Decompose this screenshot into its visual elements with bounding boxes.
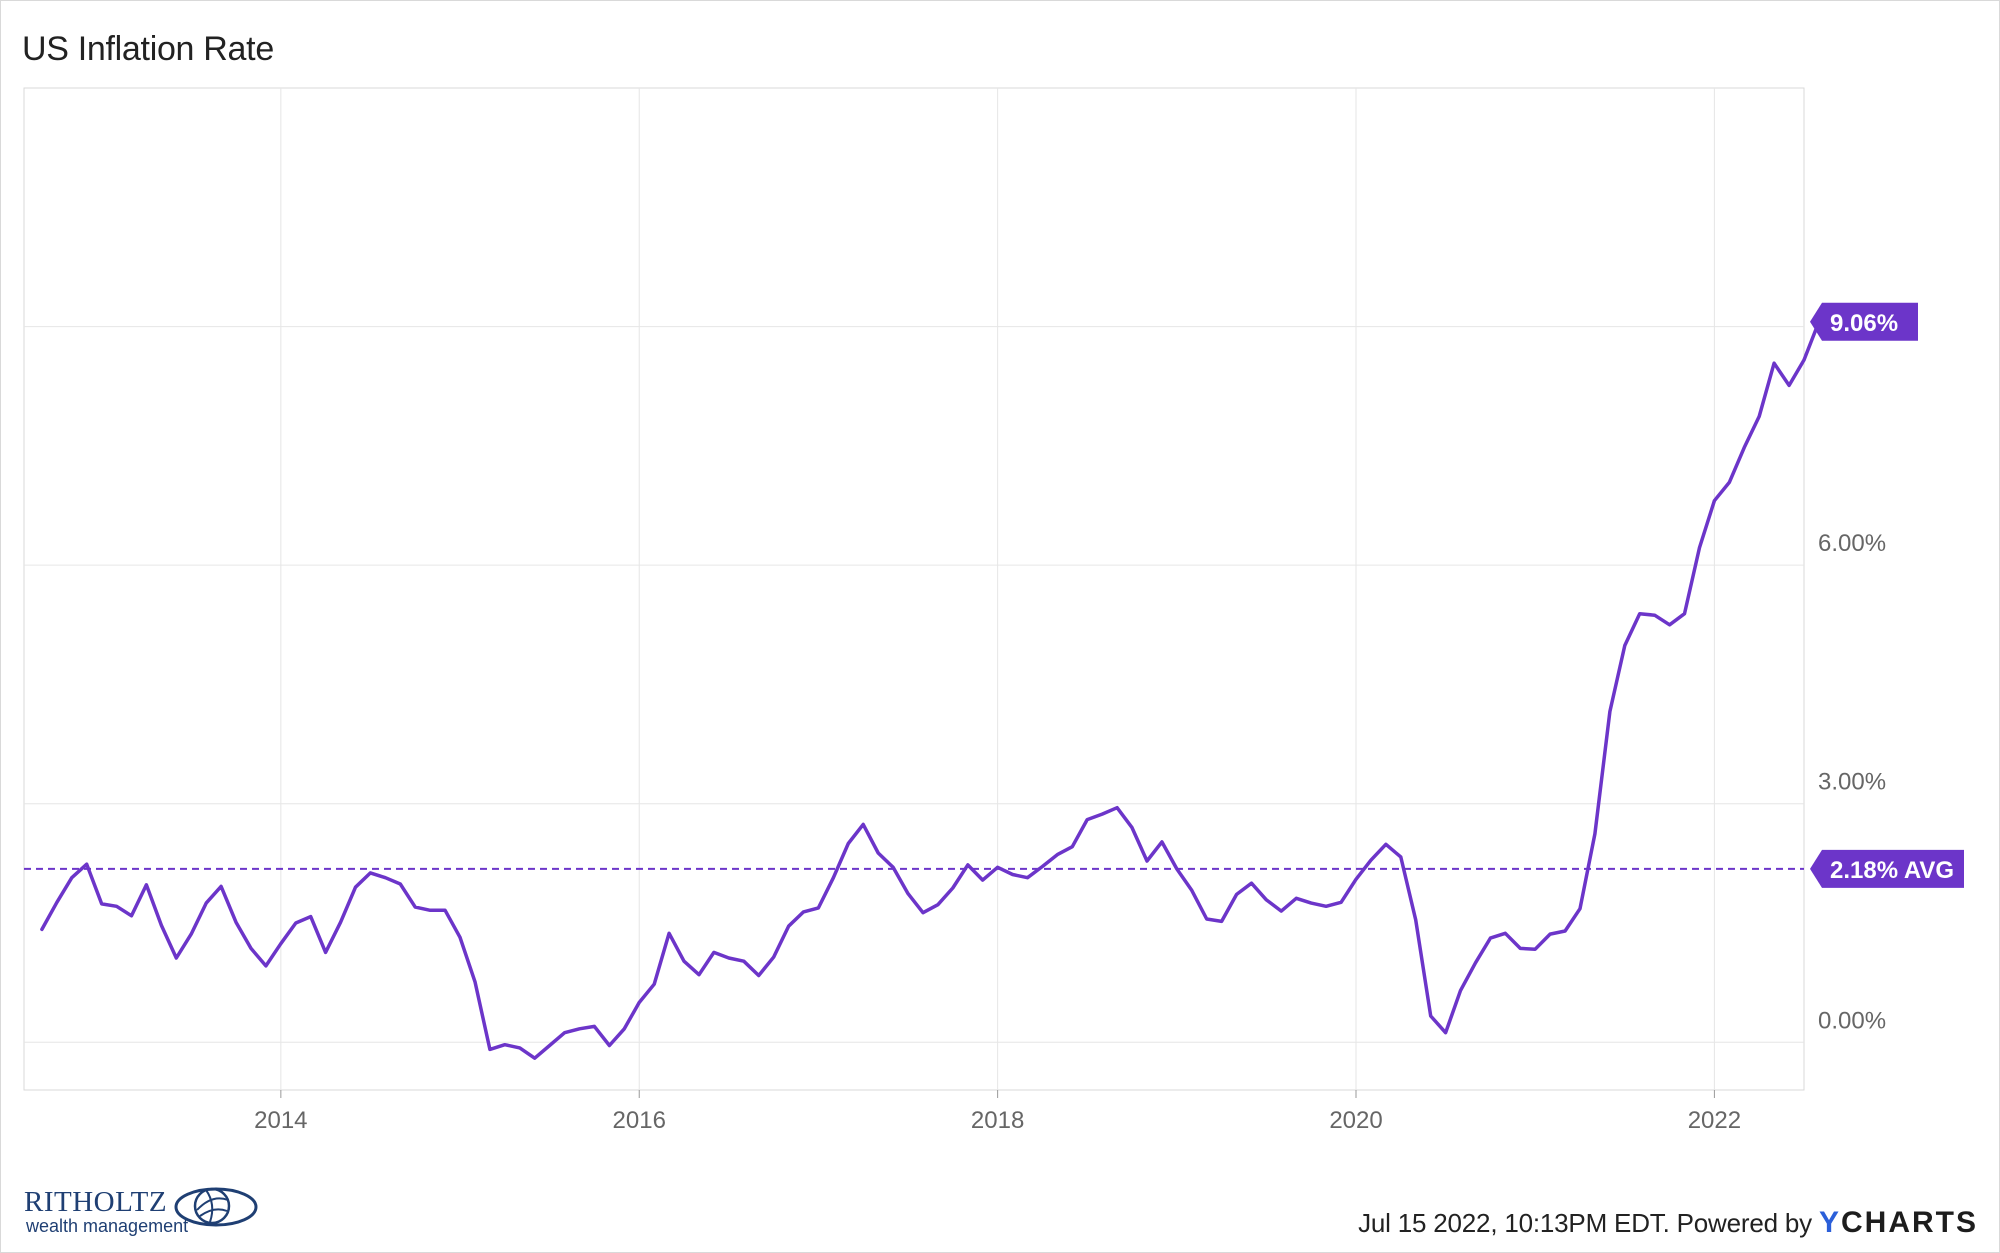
- footer-attribution: Jul 15 2022, 10:13PM EDT. Powered by YCH…: [1358, 1206, 1978, 1240]
- y-tick-label: 0.00%: [1818, 1007, 1886, 1034]
- value-badge-0: [1810, 302, 1918, 341]
- plot-area: [23, 87, 1805, 1091]
- footer-timestamp: Jul 15 2022, 10:13PM EDT.: [1358, 1208, 1670, 1238]
- inflation-series-line: [40, 320, 1821, 1060]
- y-tick-label: 3.00%: [1818, 769, 1886, 796]
- ycharts-logo-y: Y: [1818, 1206, 1841, 1239]
- value-badge-label-0: 9.06%: [1830, 310, 1898, 337]
- footer-powered-by: Powered by: [1676, 1208, 1813, 1238]
- x-tick-label: 2014: [254, 1107, 307, 1134]
- value-badge-1: [1810, 849, 1964, 888]
- x-tick-label: 2022: [1688, 1107, 1741, 1134]
- logo-subtitle: wealth management: [26, 1216, 189, 1236]
- chart-title: US Inflation Rate: [22, 30, 274, 68]
- ycharts-logo-text: CHARTS: [1841, 1206, 1978, 1239]
- y-tick-label: 6.00%: [1818, 530, 1886, 557]
- logo-name: RITHOLTZ: [24, 1186, 168, 1218]
- x-tick-label: 2020: [1329, 1107, 1382, 1134]
- value-badge-label-1: 2.18% AVG: [1830, 857, 1954, 884]
- globe-logo-icon: [174, 1187, 258, 1227]
- x-tick-label: 2016: [613, 1107, 666, 1134]
- x-tick-label: 2018: [971, 1107, 1024, 1134]
- ycharts-logo[interactable]: YCHARTS: [1819, 1206, 1978, 1239]
- ritholtz-logo: RITHOLTZ wealth management: [24, 1176, 264, 1236]
